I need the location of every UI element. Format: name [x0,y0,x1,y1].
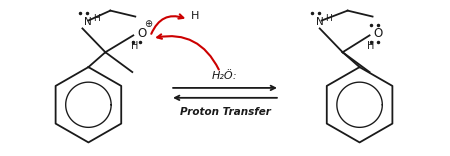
Text: N: N [84,17,91,27]
Text: H₂Ö:: H₂Ö: [212,71,238,81]
Text: O: O [374,27,383,40]
Text: O: O [137,27,147,40]
Text: ⊕: ⊕ [144,20,152,29]
Text: H: H [130,41,138,51]
Text: N: N [316,17,324,27]
Text: H: H [93,14,100,23]
Text: Proton Transfer: Proton Transfer [180,107,270,117]
Text: H: H [325,14,332,23]
Text: H: H [191,11,199,21]
Text: H: H [367,41,374,51]
